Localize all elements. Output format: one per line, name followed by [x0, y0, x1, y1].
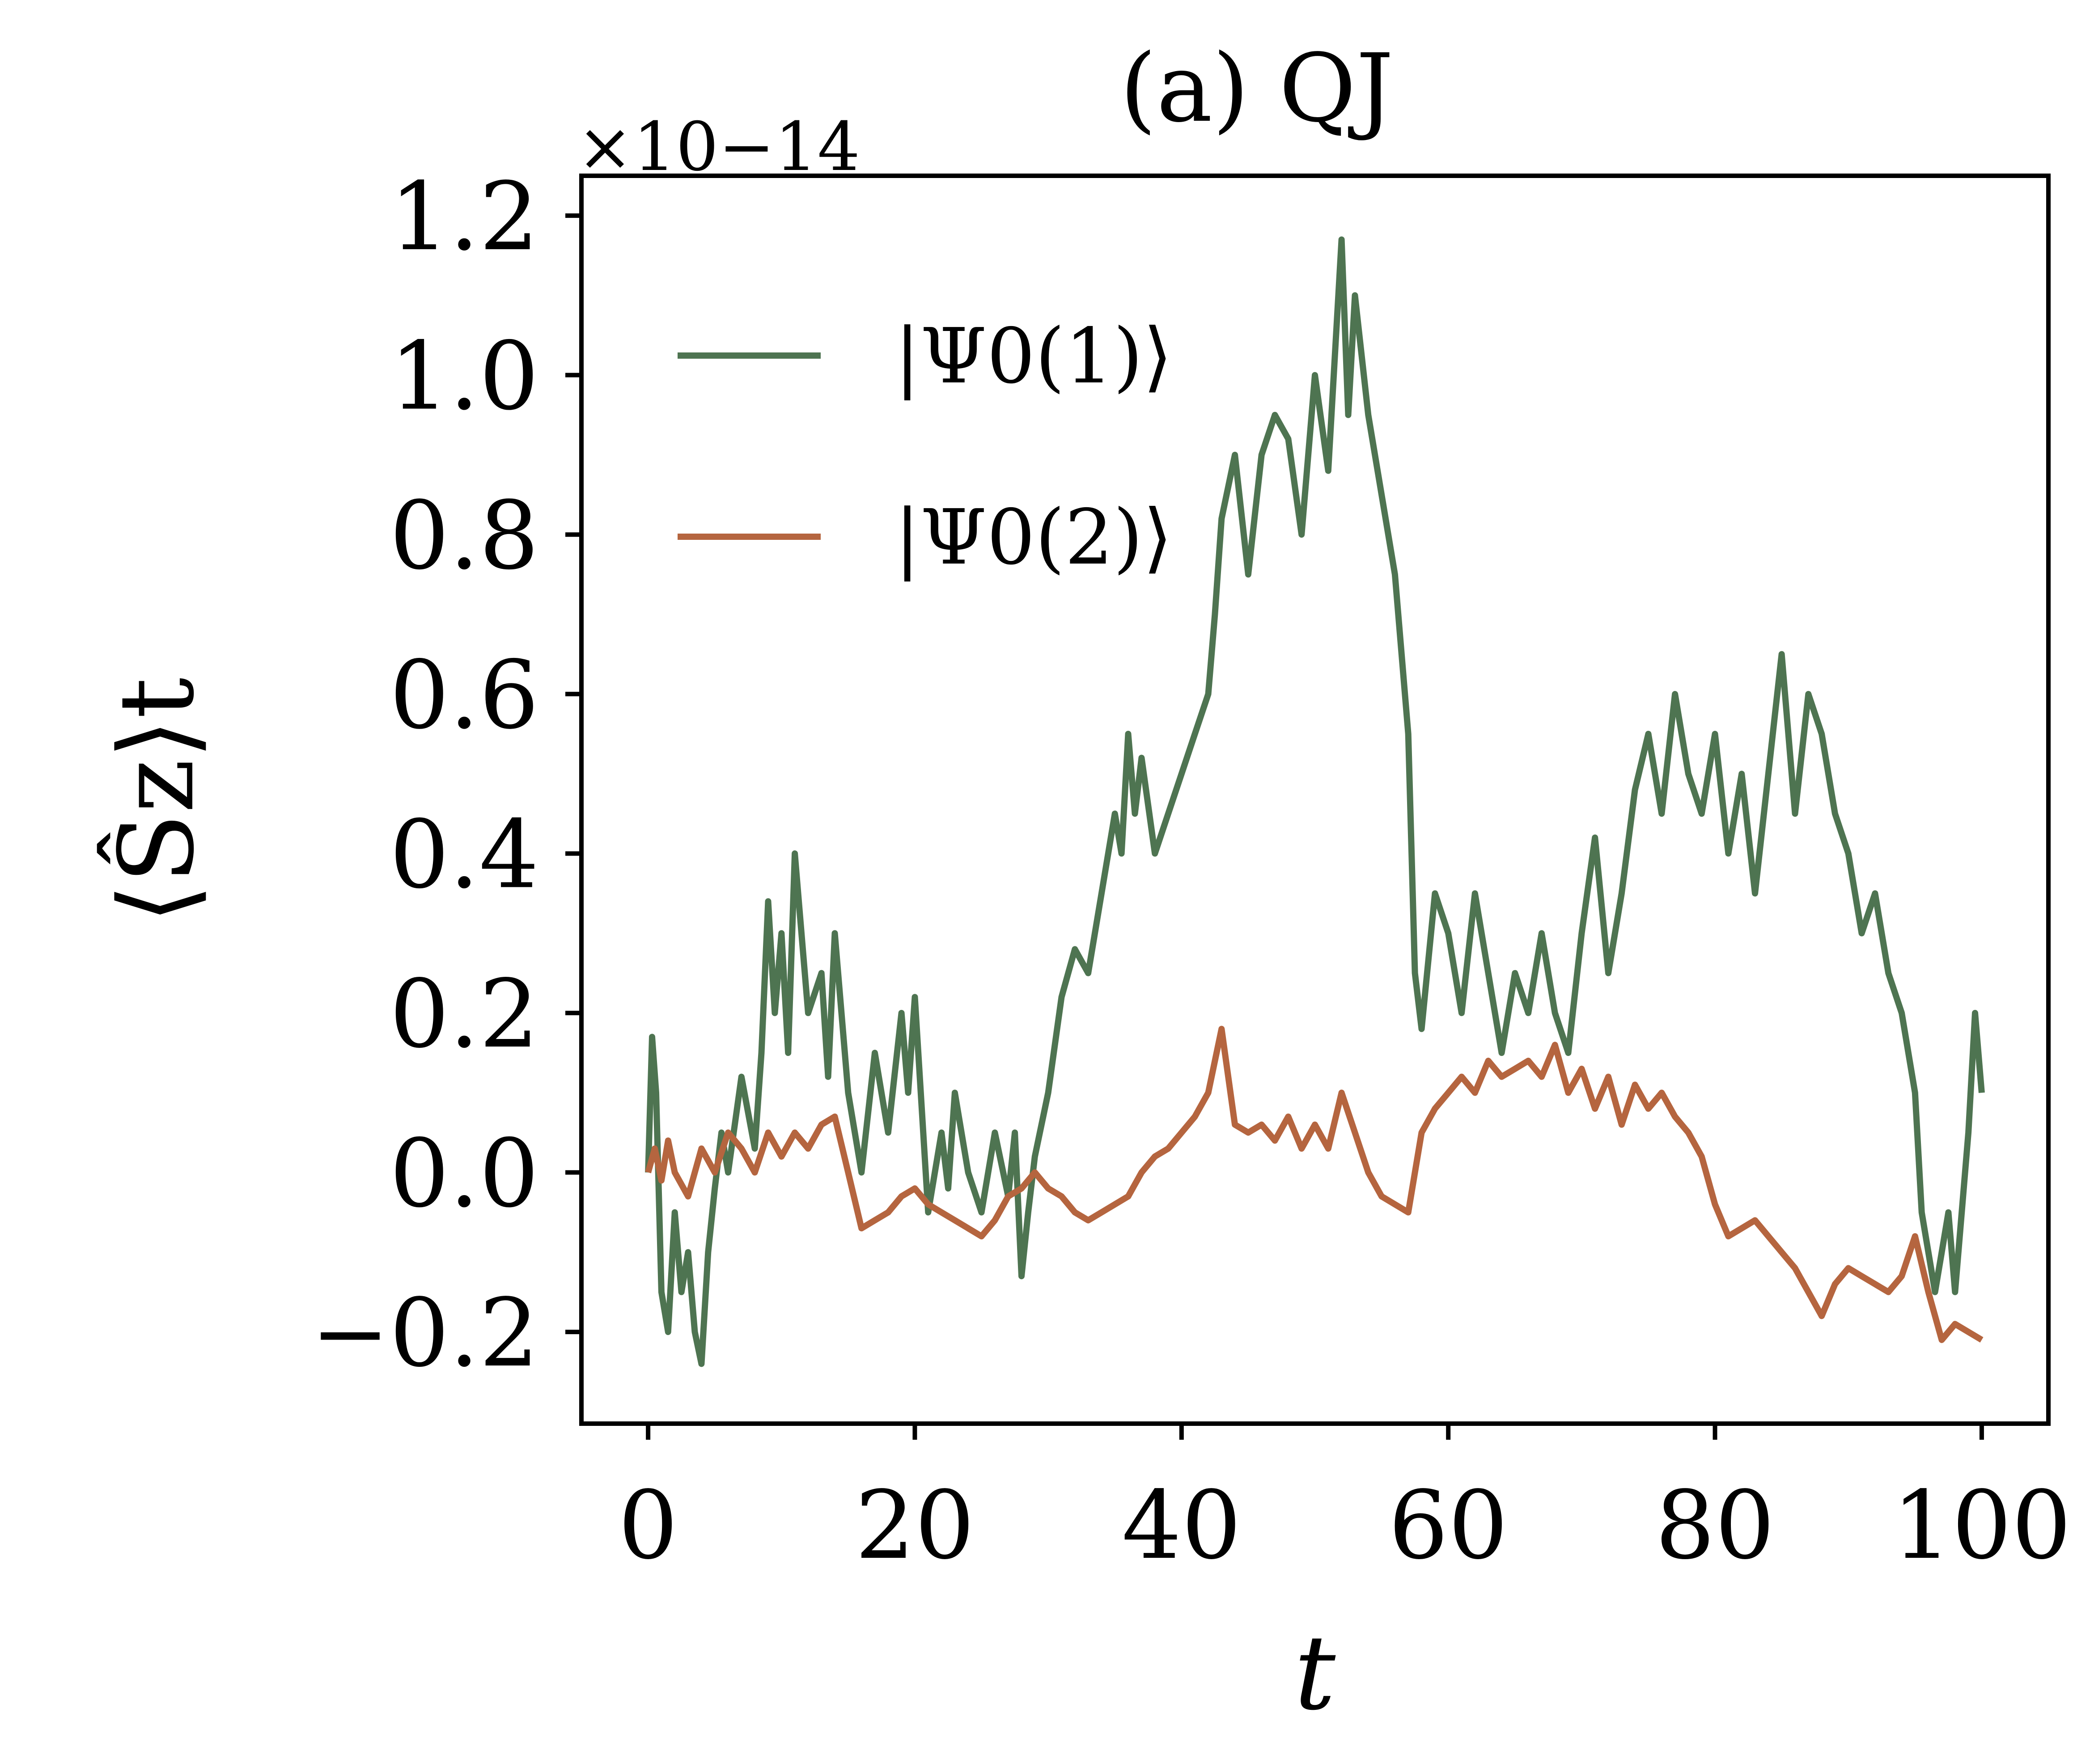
y-tick-label: 0.0: [390, 1119, 539, 1228]
x-tick-label: 80: [1655, 1471, 1775, 1580]
series-layer: [645, 236, 1985, 1367]
y-tick-label: 0.8: [390, 481, 539, 590]
y-tick-label: 0.2: [390, 959, 539, 1069]
chart-title: (a) QJ: [1120, 34, 1394, 143]
x-tick-label: 100: [1892, 1471, 2071, 1580]
series-line-1: [645, 236, 1985, 1367]
plot-frame: [579, 174, 2051, 1426]
x-ticks: 0 20 40 60 80 100: [618, 1424, 2071, 1580]
y-tick-label: 0.4: [390, 800, 539, 909]
y-tick-label: −0.2: [311, 1278, 539, 1388]
y-multiplier: ×10−14: [577, 108, 860, 186]
x-tick-label: 0: [618, 1471, 678, 1580]
x-axis-label: t: [1294, 1614, 1336, 1733]
legend: |Ψ0(1)⟩ |Ψ0(2)⟩: [678, 312, 1173, 582]
x-tick-label: 20: [855, 1471, 975, 1580]
x-tick-label: 40: [1122, 1471, 1241, 1580]
y-axis-label: ⟨Ŝz⟩t: [97, 678, 217, 924]
legend-label-psi2: |Ψ0(2)⟩: [895, 493, 1173, 582]
series-line-2: [645, 1026, 1984, 1343]
x-tick-label: 60: [1389, 1471, 1508, 1580]
y-ticks: −0.2 0.0 0.2 0.4 0.6 0.8 1.0 1.2: [311, 162, 581, 1388]
y-tick-label: 1.2: [390, 162, 539, 271]
y-tick-label: 0.6: [390, 640, 539, 750]
y-tick-label: 1.0: [390, 322, 539, 431]
legend-label-psi1: |Ψ0(1)⟩: [895, 312, 1173, 401]
